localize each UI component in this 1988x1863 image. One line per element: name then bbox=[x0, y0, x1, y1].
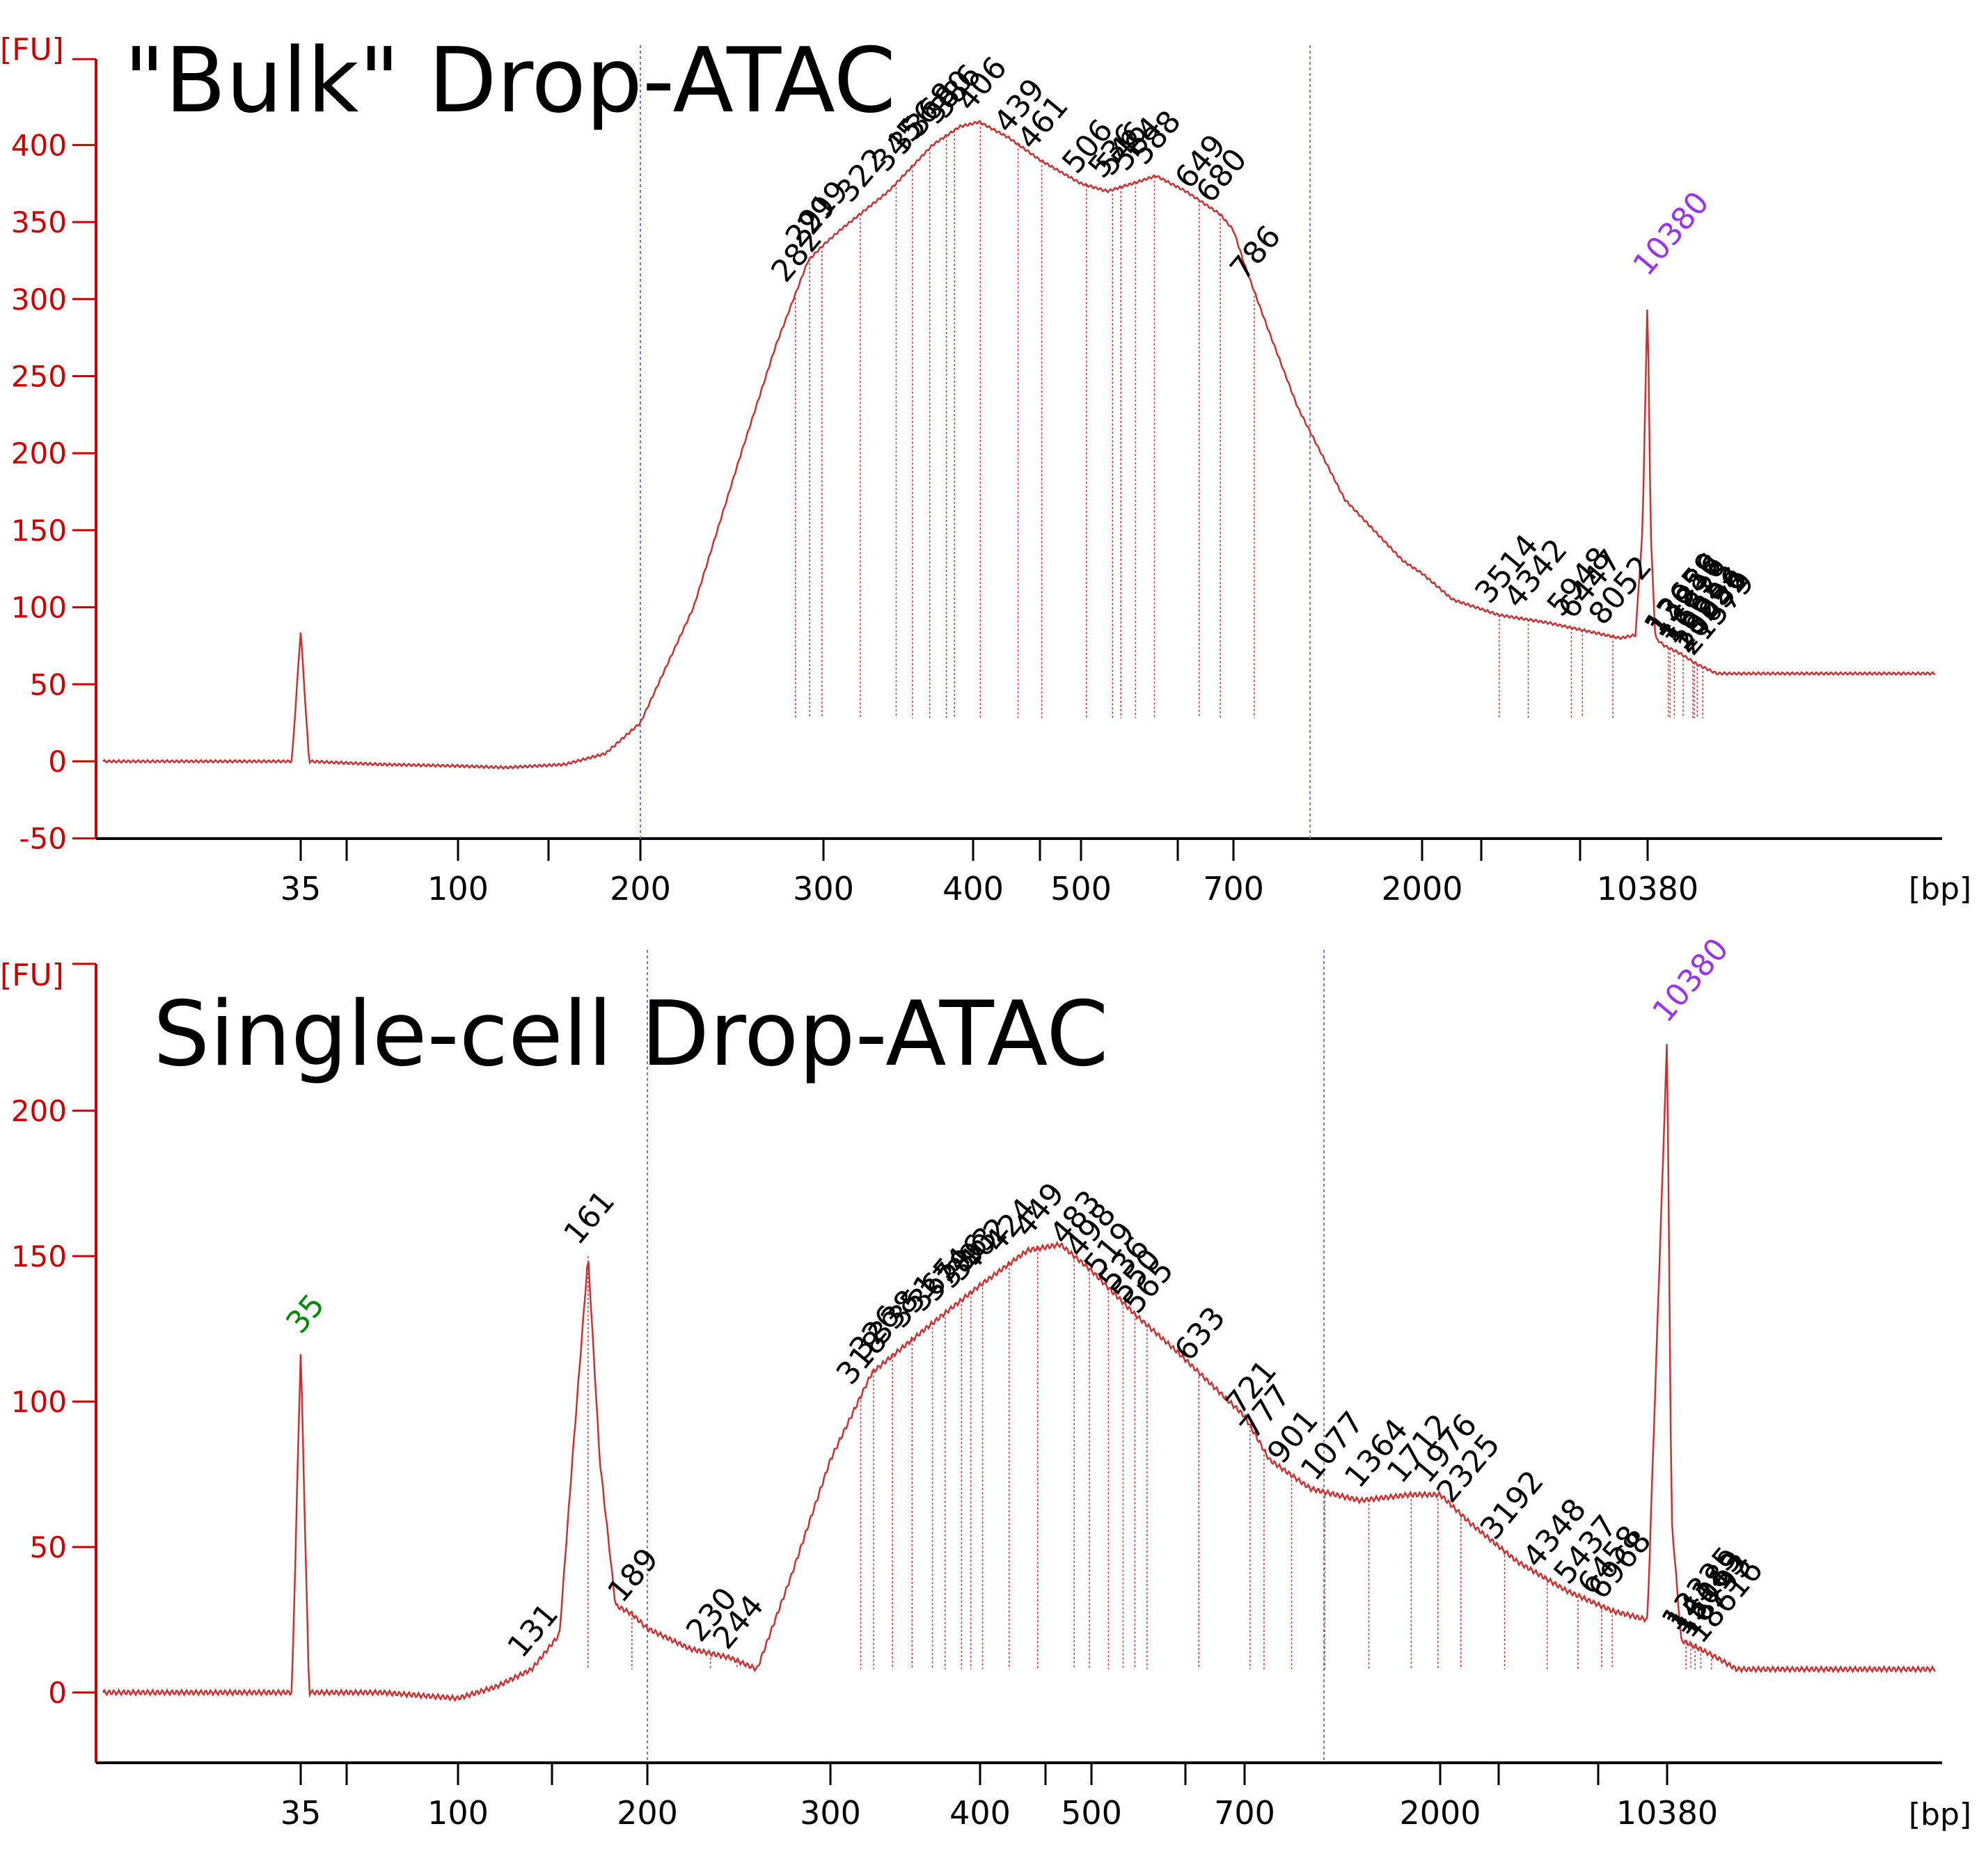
x-tick-label: 10380 bbox=[1597, 870, 1698, 907]
x-tick-label: 35 bbox=[281, 1794, 322, 1832]
y-tick-label: 100 bbox=[11, 1385, 67, 1419]
y-tick-label: 350 bbox=[11, 205, 67, 239]
y-tick-label: 250 bbox=[11, 360, 67, 394]
y-tick-label: 100 bbox=[11, 591, 67, 625]
peak-label: 633 bbox=[1168, 1300, 1233, 1367]
x-tick-label: 100 bbox=[427, 1794, 489, 1832]
y-tick-label: 50 bbox=[30, 667, 67, 701]
x-tick-label: 2000 bbox=[1399, 1794, 1481, 1832]
y-tick-label: 150 bbox=[11, 514, 67, 548]
x-tick-label: 300 bbox=[793, 870, 854, 907]
x-tick-label: 500 bbox=[1050, 870, 1112, 907]
x-tick-label: 100 bbox=[427, 870, 489, 907]
marker-label: 10380 bbox=[1626, 185, 1716, 283]
peak-label: 161 bbox=[557, 1184, 622, 1251]
x-tick-label: 200 bbox=[610, 870, 671, 907]
x-unit-label: [bp] bbox=[1909, 1797, 1971, 1832]
x-tick-label: 200 bbox=[617, 1794, 678, 1832]
x-tick-label: 35 bbox=[281, 870, 322, 907]
trace-line bbox=[102, 1044, 1936, 1703]
y-tick-label: 50 bbox=[30, 1530, 67, 1564]
y-tick-label: 0 bbox=[48, 1676, 67, 1710]
y-tick-label: 0 bbox=[48, 745, 67, 779]
single-cell-panel: [FU] [bp] Single-cell Drop-ATAC 0 50 100 15… bbox=[0, 932, 1971, 1832]
y-tick-label: 200 bbox=[11, 436, 67, 470]
x-unit-label: [bp] bbox=[1909, 871, 1971, 907]
y-unit-label: [FU] bbox=[0, 958, 64, 993]
chart-title: Single-cell Drop-ATAC bbox=[153, 983, 1109, 1086]
x-tick-label: 500 bbox=[1061, 1794, 1122, 1832]
peak-label: 189 bbox=[601, 1541, 665, 1609]
bulk-panel: [FU] [bp] "Bulk" Drop-ATAC -50 0 50 100 150 2… bbox=[0, 29, 1971, 907]
y-tick-label: 300 bbox=[11, 283, 67, 317]
marker-label: 10380 bbox=[1646, 932, 1735, 1029]
y-tick-label: 400 bbox=[11, 128, 67, 162]
x-tick-label: 400 bbox=[942, 870, 1004, 907]
x-tick-label: 10380 bbox=[1616, 1794, 1718, 1832]
marker-label: 35 bbox=[279, 1287, 331, 1340]
peak-label: 131 bbox=[500, 1597, 565, 1665]
trace-line bbox=[102, 120, 1936, 770]
x-tick-label: 2000 bbox=[1381, 870, 1462, 907]
x-tick-label: 300 bbox=[800, 1794, 861, 1832]
x-tick-label: 700 bbox=[1214, 1794, 1275, 1832]
x-tick-label: 700 bbox=[1203, 870, 1264, 907]
x-tick-label: 400 bbox=[949, 1794, 1011, 1832]
y-tick-label: -50 bbox=[19, 822, 67, 856]
chart-title: "Bulk" Drop-ATAC bbox=[124, 29, 896, 133]
y-tick-label: 200 bbox=[11, 1094, 67, 1128]
y-tick-label: 150 bbox=[11, 1239, 67, 1274]
y-unit-label: [FU] bbox=[0, 32, 64, 68]
